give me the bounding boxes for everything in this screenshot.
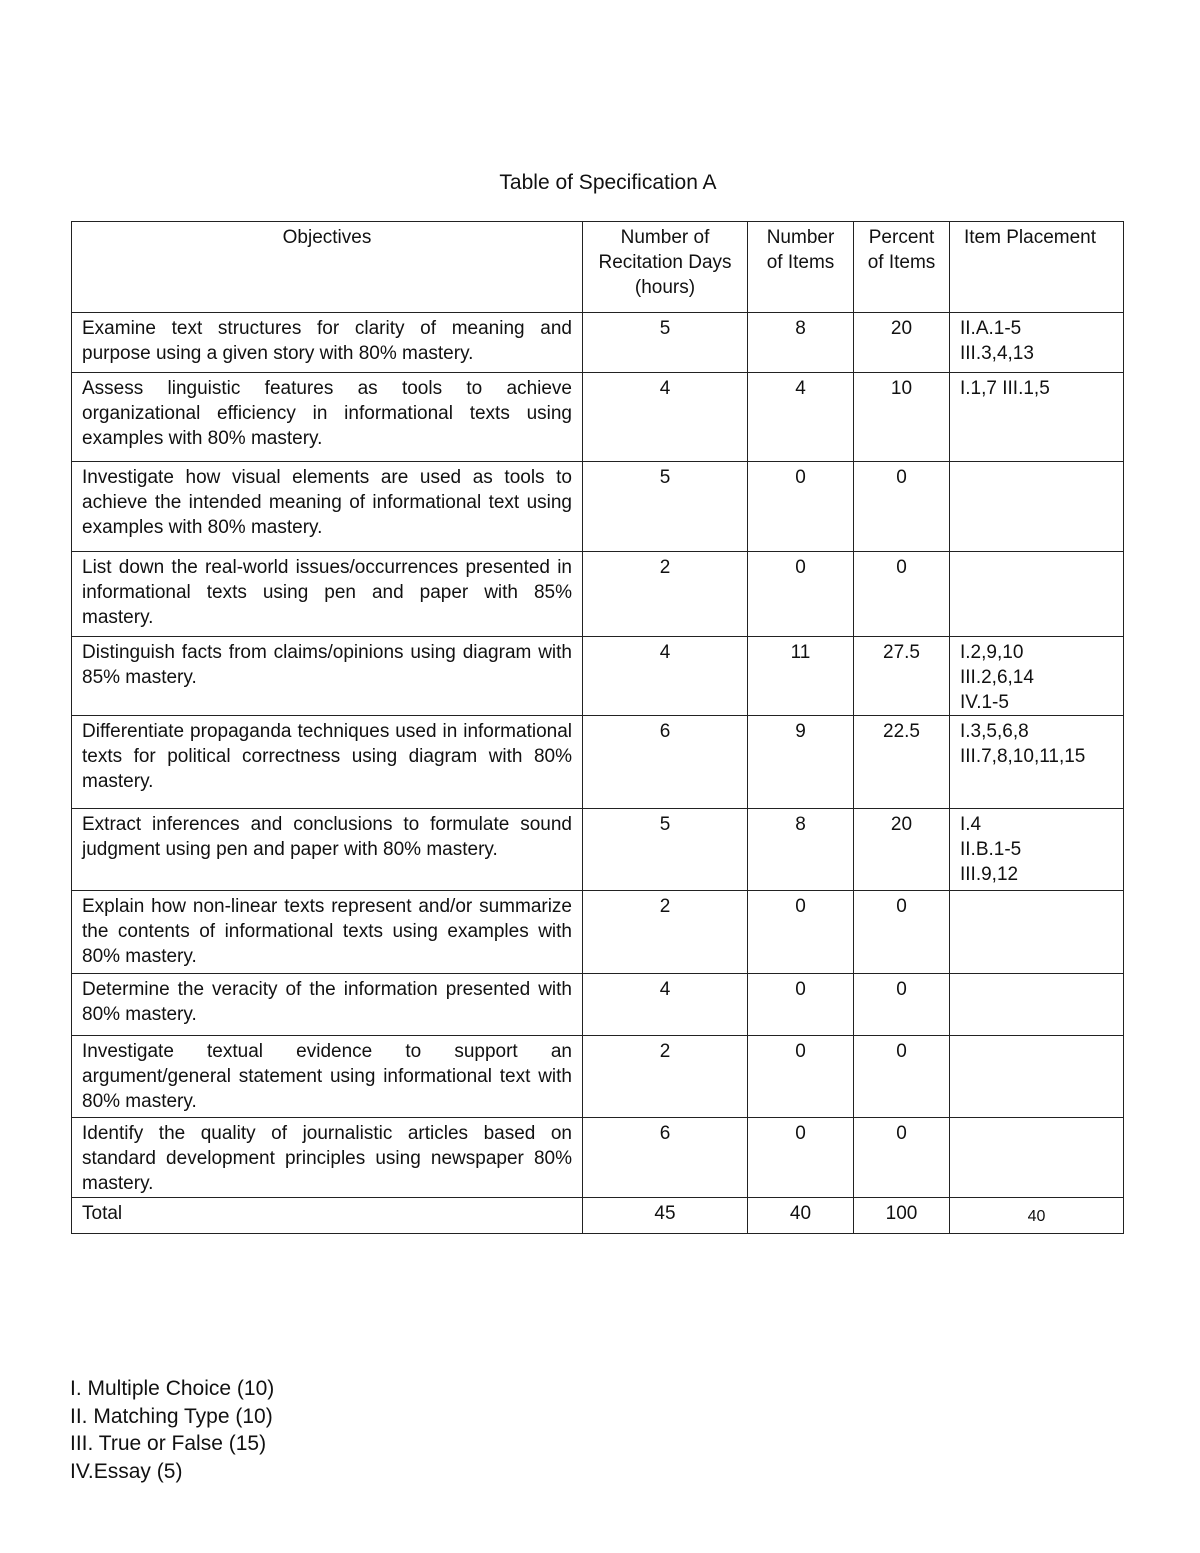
days-cell: 4	[582, 973, 748, 1036]
items-cell: 8	[747, 312, 854, 373]
total-label: Total	[71, 1197, 583, 1234]
days-cell: 6	[582, 1117, 748, 1198]
items-cell: 0	[747, 1035, 854, 1118]
document-title: Table of Specification A	[499, 171, 717, 194]
table-row: Differentiate propaganda techniques used…	[71, 715, 1124, 809]
header-recitation-days: Number of Recitation Days (hours)	[582, 221, 748, 313]
days-cell: 4	[582, 372, 748, 462]
percent-cell: 0	[853, 1035, 950, 1118]
placement-cell: I.1,7 III.1,5	[949, 372, 1124, 462]
days-cell: 5	[582, 808, 748, 891]
total-items: 40	[747, 1197, 854, 1234]
table-row: Explain how non-linear texts represent a…	[71, 890, 1124, 974]
header-objectives: Objectives	[71, 221, 583, 313]
items-cell: 0	[747, 551, 854, 637]
legend-item: III. True or False (15)	[70, 1432, 267, 1455]
objective-cell: Examine text structures for clarity of m…	[71, 312, 583, 373]
placement-cell	[949, 461, 1124, 552]
placement-cell	[949, 551, 1124, 637]
days-cell: 2	[582, 890, 748, 974]
placement-cell	[949, 1035, 1124, 1118]
table-row: Investigate textual evidence to support …	[71, 1035, 1124, 1118]
table-row: Assess linguistic features as tools to a…	[71, 372, 1124, 462]
items-cell: 11	[747, 636, 854, 716]
placement-cell: I.4 II.B.1-5 III.9,12	[949, 808, 1124, 891]
items-cell: 9	[747, 715, 854, 809]
days-cell: 5	[582, 312, 748, 373]
items-cell: 4	[747, 372, 854, 462]
objective-cell: Investigate how visual elements are used…	[71, 461, 583, 552]
objective-cell: Extract inferences and conclusions to fo…	[71, 808, 583, 891]
items-cell: 0	[747, 973, 854, 1036]
specification-table: Objectives Number of Recitation Days (ho…	[71, 221, 1124, 1234]
items-cell: 8	[747, 808, 854, 891]
objective-cell: Explain how non-linear texts represent a…	[71, 890, 583, 974]
total-days: 45	[582, 1197, 748, 1234]
table-row: Extract inferences and conclusions to fo…	[71, 808, 1124, 891]
table-row: Determine the veracity of the informatio…	[71, 973, 1124, 1036]
header-row: Objectives Number of Recitation Days (ho…	[71, 221, 1124, 313]
table-row: Identify the quality of journalistic art…	[71, 1117, 1124, 1198]
objective-cell: Differentiate propaganda techniques used…	[71, 715, 583, 809]
days-cell: 2	[582, 551, 748, 637]
items-cell: 0	[747, 461, 854, 552]
objective-cell: Investigate textual evidence to support …	[71, 1035, 583, 1118]
table-row: Investigate how visual elements are used…	[71, 461, 1124, 552]
days-cell: 2	[582, 1035, 748, 1118]
percent-cell: 0	[853, 551, 950, 637]
total-placement: 40	[949, 1197, 1124, 1234]
objective-cell: Distinguish facts from claims/opinions u…	[71, 636, 583, 716]
items-cell: 0	[747, 890, 854, 974]
placement-cell: I.2,9,10 III.2,6,14 IV.1-5	[949, 636, 1124, 716]
placement-cell: II.A.1-5 III.3,4,13	[949, 312, 1124, 373]
placement-cell: I.3,5,6,8 III.7,8,10,11,15	[949, 715, 1124, 809]
objective-cell: Identify the quality of journalistic art…	[71, 1117, 583, 1198]
days-cell: 5	[582, 461, 748, 552]
percent-cell: 20	[853, 312, 950, 373]
objective-cell: Assess linguistic features as tools to a…	[71, 372, 583, 462]
total-percent: 100	[853, 1197, 950, 1234]
table-row: Distinguish facts from claims/opinions u…	[71, 636, 1124, 716]
items-cell: 0	[747, 1117, 854, 1198]
percent-cell: 20	[853, 808, 950, 891]
percent-cell: 27.5	[853, 636, 950, 716]
objective-cell: Determine the veracity of the informatio…	[71, 973, 583, 1036]
percent-cell: 22.5	[853, 715, 950, 809]
percent-cell: 0	[853, 890, 950, 974]
percent-cell: 0	[853, 461, 950, 552]
objective-cell: List down the real-world issues/occurren…	[71, 551, 583, 637]
header-percent-of-items: Percent of Items	[853, 221, 950, 313]
legend-item: II. Matching Type (10)	[70, 1404, 273, 1428]
test-type-legend: I. Multiple Choice (10) II. Matching Typ…	[70, 1375, 274, 1485]
header-number-of-items: Number of Items	[747, 221, 854, 313]
total-row: Total 45 40 100 40	[71, 1197, 1124, 1234]
placement-cell	[949, 890, 1124, 974]
header-item-placement: Item Placement	[949, 221, 1124, 313]
table-row: List down the real-world issues/occurren…	[71, 551, 1124, 637]
placement-cell	[949, 1117, 1124, 1198]
percent-cell: 0	[853, 1117, 950, 1198]
percent-cell: 0	[853, 973, 950, 1036]
table-row: Examine text structures for clarity of m…	[71, 312, 1124, 373]
days-cell: 6	[582, 715, 748, 809]
days-cell: 4	[582, 636, 748, 716]
placement-cell	[949, 973, 1124, 1036]
legend-item: IV.Essay (5)	[70, 1459, 183, 1483]
legend-item: I. Multiple Choice (10)	[70, 1377, 275, 1400]
percent-cell: 10	[853, 372, 950, 462]
